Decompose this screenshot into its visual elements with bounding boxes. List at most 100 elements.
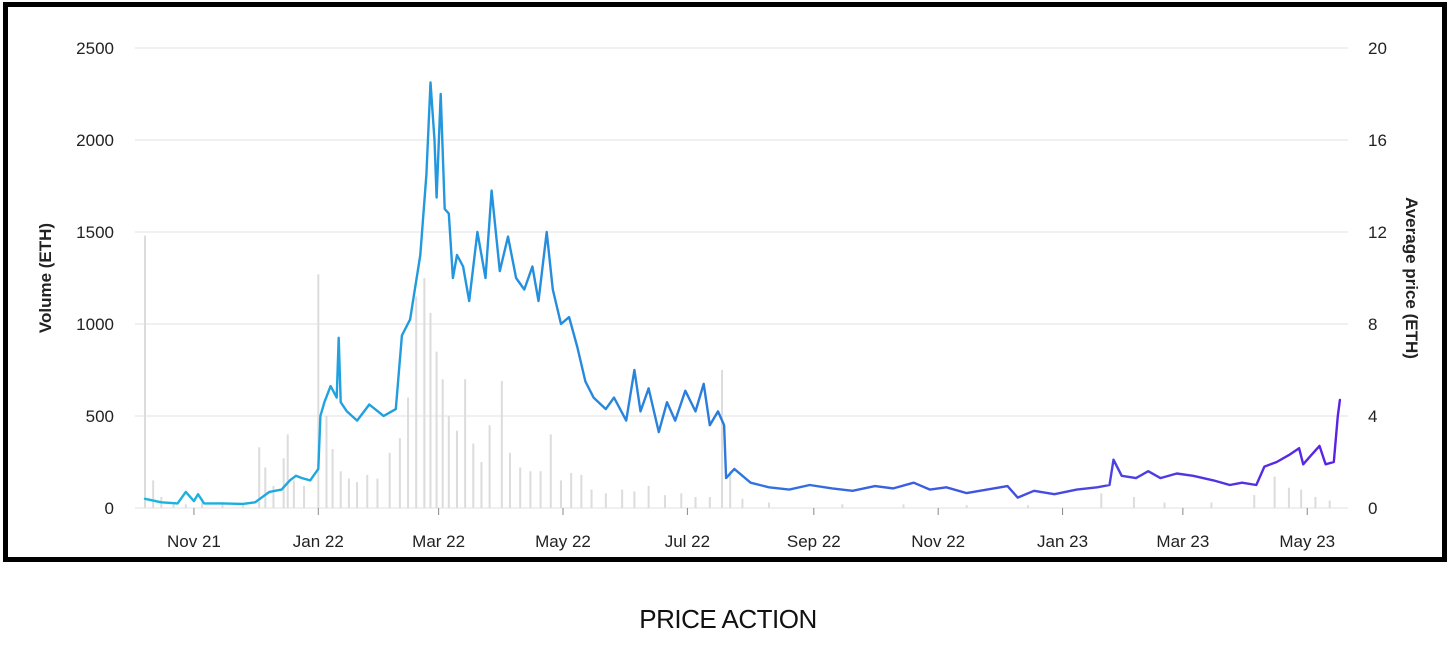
volume-bar [152,480,155,508]
volume-bar [376,478,379,508]
volume-bar [347,478,350,508]
volume-bar [647,485,650,508]
right-axis-ticks: 0 4 8 12 16 20 [1368,39,1387,518]
volume-bar [435,351,438,508]
volume-bar [331,449,334,508]
volume-bar [366,474,369,508]
volume-bar [708,496,711,508]
right-axis-title: Average price (ETH) [1402,197,1421,359]
average-price-line [143,81,1342,506]
x-tick-label: Sep 22 [787,532,841,551]
right-tick-label: 16 [1368,131,1387,150]
volume-bar [258,447,261,508]
volume-bar [570,473,573,508]
volume-bar [559,480,562,508]
volume-bar [282,458,285,508]
volume-bar [767,502,770,508]
right-tick-label: 0 [1368,499,1377,518]
right-tick-label: 12 [1368,223,1387,242]
left-tick-label: 500 [86,407,114,426]
chart-caption: PRICE ACTION [639,604,817,634]
x-axis-ticks: Nov 21 Jan 22 Mar 22 May 22 Jul 22 Sep 22 Nov … [167,508,1335,551]
x-tick-label: Mar 23 [1156,532,1209,551]
volume-bar [1163,502,1166,508]
volume-bar [455,430,458,508]
volume-bar [303,485,306,508]
volume-bar [539,471,542,508]
volume-bar [590,489,593,508]
volume-bar [356,482,359,508]
volume-bar [519,467,522,508]
volume-bar [549,434,552,508]
volume-bar [241,505,244,508]
volume-bar [1314,496,1317,508]
left-tick-label: 1500 [76,223,114,242]
volume-bar [325,416,328,508]
volume-bar [580,474,583,508]
volume-bar [388,452,391,508]
x-tick-label: May 22 [535,532,591,551]
price-action-chart: 0 500 1000 1500 2000 2500 0 4 8 12 16 20 Nov 21 Jan… [36,39,1421,551]
volume-bar [201,502,204,508]
x-tick-label: Mar 22 [412,532,465,551]
volume-bar [604,493,607,508]
volume-bar [423,278,426,508]
volume-bar [172,502,175,508]
volume-bar [529,471,532,508]
volume-bar [317,274,320,508]
volume-bar [264,467,267,508]
volume-bar [721,370,724,508]
x-tick-label: Nov 22 [911,532,965,551]
volume-bar [339,471,342,508]
right-tick-label: 4 [1368,407,1377,426]
x-tick-label: May 23 [1279,532,1335,551]
volume-bar [441,379,444,508]
volume-bar [729,471,732,508]
volume-bar [1100,493,1103,508]
volume-bar [663,495,666,508]
x-tick-label: Jan 23 [1037,532,1088,551]
volume-bar [1287,487,1290,508]
volume-bar [429,312,432,508]
volume-bar [1132,496,1135,508]
volume-bar [1328,500,1331,508]
volume-bar [1300,489,1303,508]
volume-bars [144,235,1331,508]
volume-bar [621,489,624,508]
volume-bar [841,504,844,508]
left-tick-label: 0 [105,499,114,518]
volume-bar [480,462,483,508]
volume-bar [272,485,275,508]
volume-bar [144,235,146,508]
volume-bar [965,505,968,508]
volume-bar [741,498,744,508]
volume-bar [902,504,905,508]
volume-bar [447,416,450,508]
left-tick-label: 1000 [76,315,114,334]
volume-bar [292,480,295,508]
price-line [143,81,1342,506]
right-tick-label: 8 [1368,315,1377,334]
volume-bar [221,504,224,508]
volume-bar [680,493,683,508]
volume-bar [464,379,467,508]
x-tick-label: Jan 22 [293,532,344,551]
volume-bar [1210,502,1213,508]
left-axis-ticks: 0 500 1000 1500 2000 2500 [76,39,114,518]
right-tick-label: 20 [1368,39,1387,58]
volume-bar [1273,476,1276,508]
grid-lines [135,47,1348,509]
volume-bar [184,504,187,508]
volume-bar [1253,495,1256,508]
volume-bar [407,397,410,508]
volume-bar [500,381,503,508]
volume-bar [398,438,401,508]
volume-bar [286,434,289,508]
volume-bar [415,296,418,508]
volume-bar [694,496,697,508]
left-tick-label: 2000 [76,131,114,150]
volume-bar [1026,505,1029,508]
x-tick-label: Nov 21 [167,532,221,551]
volume-bar [633,491,636,508]
left-axis-title: Volume (ETH) [36,223,55,333]
